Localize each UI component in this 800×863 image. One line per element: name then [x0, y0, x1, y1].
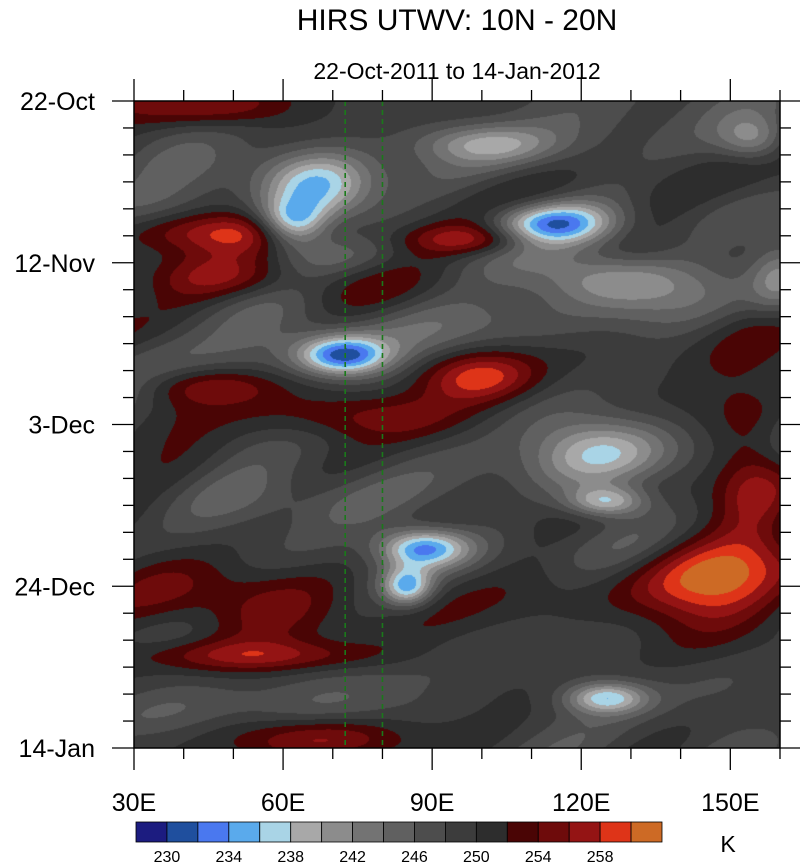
- colorbar-swatch: [321, 821, 353, 843]
- colorbar-swatch: [352, 821, 384, 843]
- colorbar-swatch: [414, 821, 446, 843]
- heatmap-field: [134, 101, 780, 748]
- y-tick-label: 24-Dec: [14, 573, 95, 601]
- plot-area: [134, 101, 780, 748]
- colorbar-swatch: [445, 821, 477, 843]
- chart-title: HIRS UTWV: 10N - 20N: [297, 4, 618, 37]
- x-tick-label: 30E: [112, 789, 156, 817]
- colorbar-swatch: [506, 821, 539, 843]
- colorbar-swatch: [568, 821, 601, 843]
- colorbar-tick-label: 254: [525, 849, 552, 863]
- colorbar-swatch: [197, 821, 230, 843]
- colorbar-tick-label: 250: [463, 849, 490, 863]
- chart-subtitle: 22-Oct-2011 to 14-Jan-2012: [313, 58, 600, 84]
- y-tick-label: 14-Jan: [19, 735, 95, 763]
- colorbar-tick-label: 230: [154, 849, 181, 863]
- colorbar-tick-label: 246: [401, 849, 428, 863]
- colorbar: 230 234 238 242 246 250 254 258: [135, 821, 663, 863]
- colorbar-swatch: [135, 821, 168, 843]
- y-tick-label: 12-Nov: [14, 250, 95, 278]
- colorbar-swatch: [537, 821, 570, 843]
- colorbar-swatch: [383, 821, 415, 843]
- colorbar-swatch: [290, 821, 323, 843]
- x-tick-label: 120E: [552, 789, 610, 817]
- x-axis: 30E 60E 90E 120E 150E: [112, 79, 781, 817]
- x-tick-label: 150E: [701, 789, 759, 817]
- y-tick-label: 22-Oct: [20, 88, 95, 116]
- y-tick-label: 3-Dec: [28, 412, 95, 440]
- colorbar-tick-label: 238: [277, 849, 304, 863]
- colorbar-swatch: [228, 821, 261, 843]
- colorbar-unit-label: K: [720, 831, 736, 857]
- colorbar-tick-label: 242: [339, 849, 366, 863]
- colorbar-swatch: [599, 821, 632, 843]
- colorbar-swatch: [166, 821, 199, 843]
- x-tick-label: 60E: [261, 789, 305, 817]
- y-axis: 22-Oct 12-Nov 3-Dec 24-Dec 14-Jan: [14, 88, 800, 763]
- colorbar-tick-label: 234: [215, 849, 242, 863]
- colorbar-swatch: [630, 821, 663, 843]
- colorbar-swatch: [475, 821, 508, 843]
- colorbar-swatch: [259, 821, 292, 843]
- colorbar-tick-label: 258: [587, 849, 614, 863]
- x-tick-label: 90E: [410, 789, 454, 817]
